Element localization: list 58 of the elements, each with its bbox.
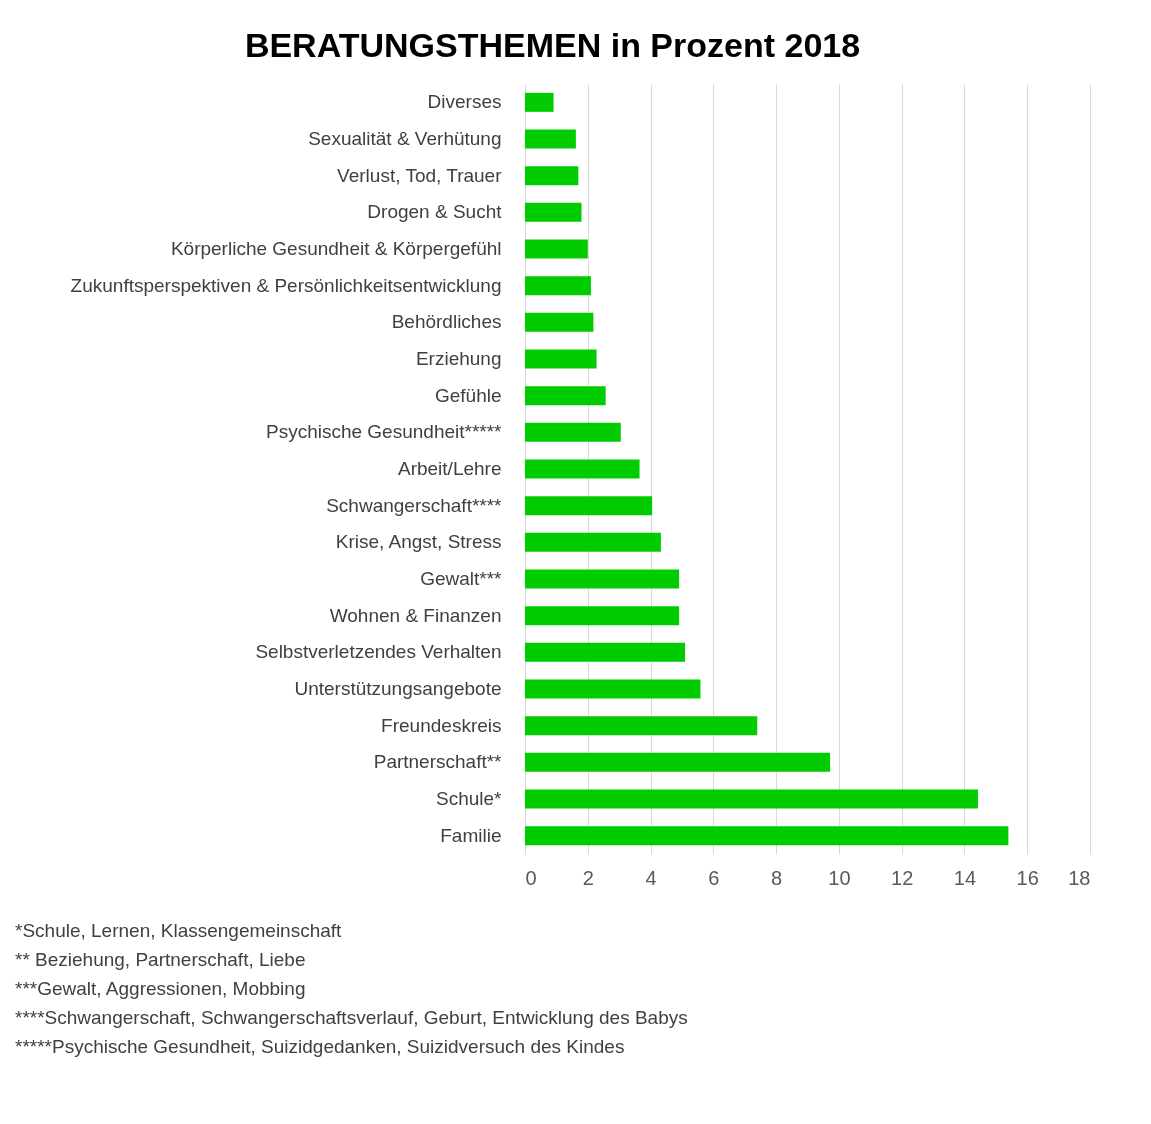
y-tick-label: Gefühle	[434, 384, 502, 406]
bar	[525, 459, 640, 479]
y-tick-label: Gewalt***	[420, 568, 503, 589]
y-tick-label: Freundeskreis	[381, 714, 502, 736]
y-tick-label: Diverses	[427, 91, 502, 113]
chart-title: BERATUNGSTHEMEN in Prozent 2018	[244, 26, 861, 64]
y-tick-label: Partnerschaft**	[373, 751, 503, 773]
bar	[525, 349, 597, 369]
bar	[525, 716, 758, 736]
text: *Schule, Lernen, Klassengemeinschaft	[15, 919, 343, 941]
y-tick-label: Schwangerschaft****	[326, 494, 503, 516]
y-tick-label: Schule*	[436, 788, 503, 809]
bar	[525, 386, 606, 406]
x-tick-label: 10	[828, 866, 851, 889]
y-tick-label: Familie	[440, 824, 502, 846]
text: ***Gewalt, Aggressionen, Mobbing	[15, 977, 306, 999]
bar	[525, 569, 680, 589]
x-tick-label: 12	[891, 866, 914, 889]
x-tick-label: 8	[771, 866, 783, 889]
y-tick-label: Behördliches	[391, 311, 502, 333]
x-tick-label: 6	[708, 866, 720, 889]
x-tick-label: 14	[953, 866, 977, 889]
bar	[525, 532, 661, 552]
y-tick-label: Verlust, Tod, Trauer	[337, 164, 503, 186]
x-tick-label: 0	[525, 866, 537, 889]
x-tick-label: 4	[645, 866, 657, 889]
text: ****Schwangerschaft, Schwangerschaftsverlauf, Geburt, Entwicklung des Babys	[15, 1006, 688, 1028]
text: *****Psychische Gesundheit, Suizidgedanken, Suizidversuch des Kindes	[15, 1035, 625, 1057]
y-tick-label: Zukunftsperspektiven & Persönlichkeitsentwicklung	[70, 274, 502, 296]
y-tick-label: Unterstützungsangebote	[294, 678, 502, 699]
y-tick-label: Drogen & Sucht	[367, 201, 503, 223]
bar	[525, 129, 576, 149]
x-tick-label: 2	[582, 866, 594, 889]
y-tick-label: Krise, Angst, Stress	[335, 531, 502, 553]
bar	[525, 239, 588, 259]
bar	[525, 826, 1009, 846]
y-tick-label: Psychische Gesundheit*****	[265, 421, 503, 443]
bar	[525, 202, 582, 222]
bar	[525, 496, 653, 516]
bar	[525, 752, 831, 772]
y-tick-label: Körperliche Gesundheit & Körpergefühl	[170, 238, 502, 259]
bar	[525, 276, 591, 296]
bar	[525, 642, 686, 662]
y-tick-label: Selbstverletzendes Verhalten	[255, 641, 502, 663]
y-tick-label: Erziehung	[415, 348, 502, 369]
bar	[525, 422, 621, 442]
bar	[525, 789, 978, 809]
bar	[525, 312, 594, 332]
bar	[525, 606, 680, 626]
bar	[525, 92, 554, 112]
bar	[525, 679, 701, 699]
text: ** Beziehung, Partnerschaft, Liebe	[15, 948, 306, 970]
x-tick-label: 18	[1068, 866, 1091, 889]
y-tick-label: Sexualität & Verhütung	[308, 128, 502, 149]
y-tick-label: Wohnen & Finanzen	[329, 604, 502, 626]
x-tick-label: 16	[1016, 866, 1039, 889]
y-tick-label: Arbeit/Lehre	[397, 458, 502, 479]
bar	[525, 166, 579, 186]
